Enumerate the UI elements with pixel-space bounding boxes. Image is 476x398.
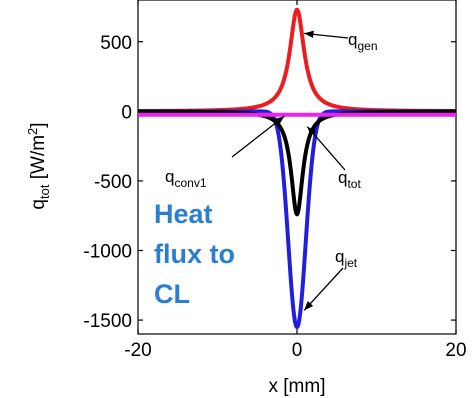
annotation-arrow-tot	[306, 126, 346, 171]
annotation-label-tot: qtot	[338, 168, 361, 191]
y-axis-label-sup: 2	[25, 128, 40, 135]
annotations: qgen qconv1 qtot qjet	[165, 30, 378, 311]
annotation-arrowhead-gen	[304, 30, 314, 39]
annotation-label-gen: qgen	[348, 30, 378, 53]
callout-line-2: flux to	[154, 239, 235, 269]
y-axis-label: qtot [W/m2]	[25, 122, 52, 209]
series-line-q-tot	[138, 109, 456, 217]
x-tick-label: 20	[445, 340, 466, 361]
x-tick-label: 0	[292, 340, 303, 361]
annotation-arrowhead-jet	[304, 300, 314, 311]
annotation-label-jet: qjet	[335, 247, 358, 270]
y-axis-label-unit: [W/m	[28, 135, 49, 185]
callout-text: Heat flux to CL	[154, 199, 243, 309]
annotation-arrowhead-conv1	[274, 116, 285, 125]
plot-area	[137, 0, 457, 335]
series-lines	[138, 7, 456, 330]
y-tick-label: 500	[100, 33, 132, 54]
y-axis-label-close: ]	[28, 122, 49, 127]
x-axis-ticks: -20 0 20	[124, 0, 467, 361]
annotation-arrowhead-tot	[307, 126, 317, 137]
callout-line-3: CL	[154, 279, 190, 309]
annotation-arrow-conv1	[231, 115, 285, 158]
callout-line-1: Heat	[154, 199, 213, 229]
y-axis-label-main: q	[28, 199, 49, 210]
y-axis-ticks: 500 0 -500 -1000 -1500	[83, 33, 456, 332]
annotation-label-conv1: qconv1	[165, 167, 207, 190]
x-tick-label: -20	[124, 340, 151, 361]
y-axis-label-sub: tot	[37, 184, 52, 199]
y-tick-label: -1000	[83, 242, 132, 263]
x-axis-label: x [mm]	[269, 376, 326, 397]
y-tick-label: -1500	[83, 311, 132, 332]
annotation-arrow-jet	[303, 267, 344, 311]
y-tick-label: 0	[121, 102, 132, 123]
y-tick-label: -500	[94, 172, 132, 193]
